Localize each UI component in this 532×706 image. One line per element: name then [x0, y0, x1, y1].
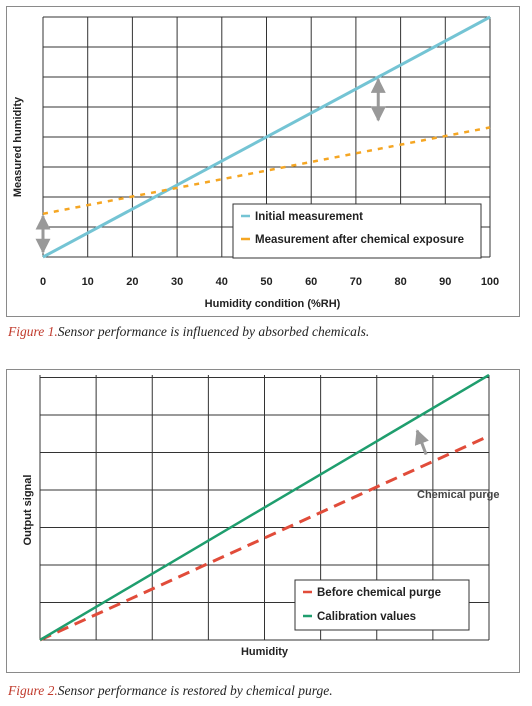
figure-1-caption-text: Sensor performance is influenced by abso…	[57, 324, 370, 339]
y-axis-label: Output signal	[22, 475, 34, 546]
legend-box	[232, 203, 482, 259]
figure-1-chart: 0 10 20 30 40 50 60 70 80 90 100 Humidity condition…	[12, 15, 499, 310]
x-tick-label: 0	[40, 276, 46, 288]
figure-1-label: Figure 1.	[8, 324, 58, 339]
series-line-initial	[42, 15, 491, 259]
x-tick-label: 70	[350, 276, 362, 288]
x-tick-label: 50	[260, 276, 272, 288]
x-tick-label: 60	[305, 276, 317, 288]
figure-1-panel: 0 10 20 30 40 50 60 70 80 90 100 Humidity condition…	[6, 6, 520, 317]
x-axis-label: Humidity condition (%RH)	[205, 298, 341, 310]
chemical-purge-label: Chemical purge	[417, 489, 500, 501]
x-tick-label: 40	[216, 276, 228, 288]
series-line-before-purge	[39, 434, 490, 642]
chemical-purge-arrow	[414, 429, 429, 456]
legend-label: Before chemical purge	[317, 587, 441, 599]
x-tick-label: 30	[171, 276, 183, 288]
x-tick-label: 10	[82, 276, 94, 288]
y-axis-label: Measured humidity	[12, 96, 24, 197]
figure-2-caption-text: Sensor performance is restored by chemic…	[57, 683, 333, 698]
x-tick-label: 80	[394, 276, 406, 288]
figure-2-panel: Humidity Output signal Chemical purge Befor…	[6, 369, 520, 673]
figure-2-label: Figure 2.	[8, 683, 58, 698]
legend-label: Calibration values	[317, 611, 416, 623]
legend-label: Initial measurement	[255, 211, 363, 223]
x-tick-label: 90	[439, 276, 451, 288]
x-tick-label: 20	[126, 276, 138, 288]
x-axis-label: Humidity	[241, 646, 289, 658]
figure-1-caption: Figure 1.Sensor performance is influence…	[8, 324, 369, 340]
legend-label: Measurement after chemical exposure	[255, 234, 464, 246]
figure-2-caption: Figure 2.Sensor performance is restored …	[8, 683, 333, 699]
figure-2-chart: Humidity Output signal Chemical purge Befor…	[22, 373, 500, 658]
x-tick-label: 100	[481, 276, 499, 288]
series-line-calibration	[39, 373, 490, 642]
legend-box	[294, 579, 470, 631]
